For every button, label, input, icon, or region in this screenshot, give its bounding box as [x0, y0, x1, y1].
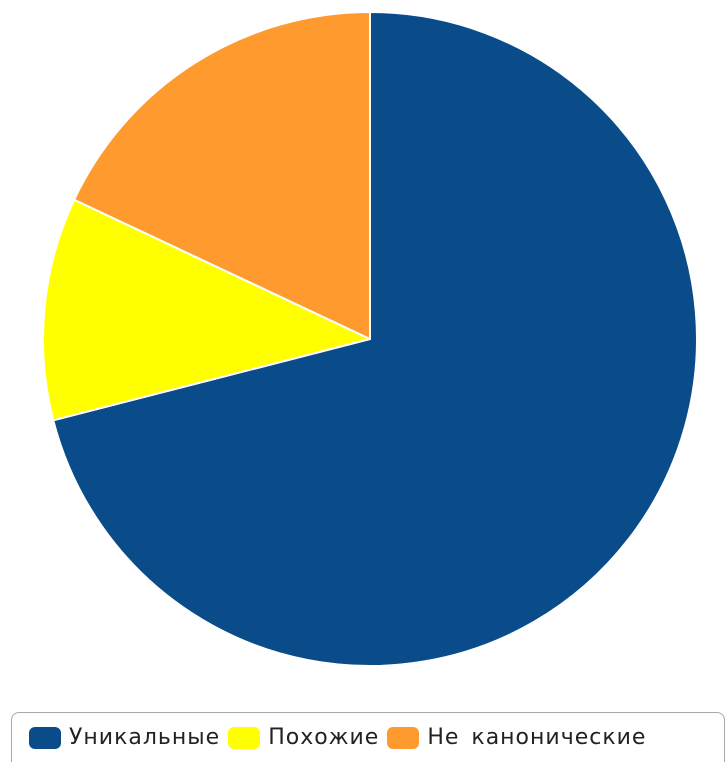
legend-item-unique: Уникальные: [29, 725, 220, 750]
legend-label-similar: Похожие: [268, 725, 380, 750]
pie-slice-similar: [42, 198, 371, 422]
pie-chart: [42, 11, 698, 667]
legend-label-noncanonical: Не канонические: [427, 725, 647, 750]
legend-item-similar: Похожие: [228, 725, 379, 750]
legend-swatch-similar: [228, 726, 261, 749]
legend-swatch-noncanonical: [387, 726, 420, 749]
legend-swatch-unique: [29, 726, 61, 749]
legend-label-unique: Уникальные: [69, 725, 221, 750]
pie-slice-unique: [52, 11, 698, 667]
legend-item-noncanonical: Не канонические: [387, 725, 646, 750]
pie-chart-svg: [42, 11, 698, 667]
chart-legend: Уникальные Похожие Не канонические: [11, 712, 725, 762]
pie-slice-noncanonical: [73, 11, 371, 340]
